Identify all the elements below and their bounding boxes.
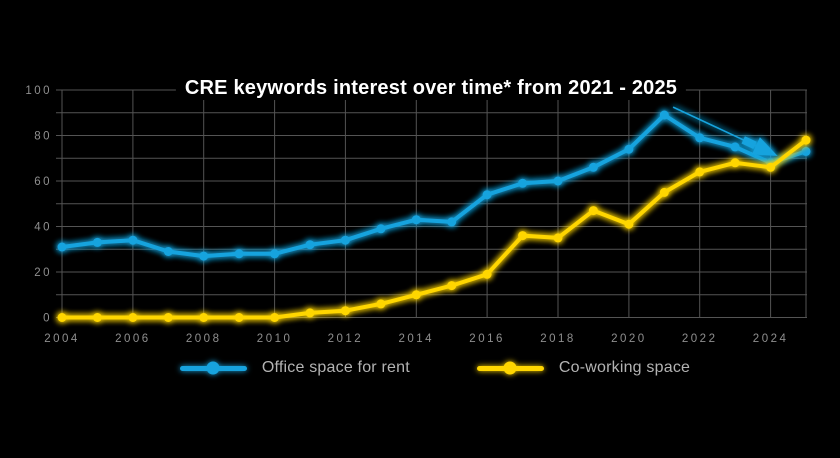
office-space-for-rent-data-point[interactable] [199, 251, 209, 261]
x-tick-label: 2024 [753, 333, 789, 345]
x-tick-label: 2022 [682, 333, 718, 345]
office-space-for-rent-series [57, 110, 811, 261]
co-working-space-data-point[interactable] [57, 313, 67, 322]
office-space-for-rent-data-point[interactable] [163, 247, 173, 256]
co-working-space-data-point[interactable] [801, 135, 811, 145]
office-space-for-rent-data-point[interactable] [695, 133, 705, 143]
office-space-for-rent-data-point[interactable] [411, 215, 421, 225]
x-tick-label: 2018 [540, 333, 576, 345]
co-working-space-data-point[interactable] [766, 162, 776, 172]
y-axis-labels: 0 20 40 60 80 100 [25, 85, 52, 325]
office-space-for-rent-data-point[interactable] [270, 249, 280, 259]
co-working-space-data-point[interactable] [411, 290, 421, 300]
x-tick-label: 2012 [328, 333, 364, 345]
co-working-space-data-point[interactable] [447, 281, 457, 291]
office-space-for-rent-data-point[interactable] [340, 235, 350, 245]
legend-dot-office-space-icon [206, 361, 220, 375]
chart-title: CRE keywords interest over time* from 20… [175, 77, 687, 100]
co-working-space-data-point[interactable] [128, 313, 138, 322]
x-tick-label: 2014 [399, 333, 435, 345]
co-working-space-data-point[interactable] [199, 313, 209, 322]
legend-label-office-space: Office space for rent [261, 359, 410, 376]
co-working-space-data-point[interactable] [163, 313, 173, 322]
office-space-for-rent-data-point[interactable] [518, 178, 528, 188]
co-working-space-data-point[interactable] [659, 187, 669, 197]
office-space-for-rent-data-point[interactable] [801, 146, 811, 156]
office-space-for-rent-data-point[interactable] [624, 144, 634, 154]
y-tick-label: 20 [34, 267, 52, 279]
co-working-space-data-point[interactable] [376, 299, 386, 309]
co-working-space-line [60, 138, 808, 320]
office-space-for-rent-data-point[interactable] [482, 190, 492, 200]
co-working-space-data-point[interactable] [588, 206, 598, 216]
annotation-arrowhead-icon [751, 137, 778, 156]
office-space-for-rent-data-point[interactable] [128, 235, 138, 245]
office-space-for-rent-data-point[interactable] [553, 176, 563, 186]
co-working-space-data-point[interactable] [553, 233, 563, 243]
x-axis-labels: 2004 2006 2008 2010 2012 2014 2016 2018 2020 2022… [44, 333, 789, 345]
x-tick-label: 2008 [186, 333, 222, 345]
x-tick-label: 2020 [611, 333, 647, 345]
office-space-for-rent-data-point[interactable] [659, 110, 669, 120]
y-tick-label: 80 [34, 131, 52, 143]
office-space-for-rent-data-point[interactable] [92, 237, 102, 247]
legend-marker-office-space-icon [179, 361, 247, 375]
annotation-arrow [672, 106, 778, 156]
legend-item-coworking-space[interactable]: Co-working space [476, 359, 691, 377]
annotation-arrow-shaft [741, 136, 757, 150]
office-space-for-rent-data-point[interactable] [305, 240, 315, 250]
co-working-space-data-point[interactable] [518, 231, 528, 241]
x-tick-label: 2006 [115, 333, 151, 345]
office-space-for-rent-data-point[interactable] [730, 142, 740, 152]
co-working-space-data-point[interactable] [482, 269, 492, 279]
x-tick-label: 2010 [257, 333, 293, 345]
y-tick-label: 0 [43, 313, 52, 325]
legend: Office space for rent Co-working space [15, 356, 840, 380]
legend-dot-coworking-space-icon [503, 361, 517, 375]
co-working-space-data-point[interactable] [270, 313, 280, 322]
office-space-for-rent-data-point[interactable] [57, 242, 67, 252]
co-working-space-data-point[interactable] [234, 313, 244, 322]
office-space-for-rent-data-point[interactable] [588, 162, 598, 172]
co-working-space-data-point[interactable] [730, 158, 740, 168]
office-space-for-rent-line [60, 113, 808, 259]
co-working-space-data-point[interactable] [305, 308, 315, 318]
gridlines [56, 89, 807, 318]
y-tick-label: 60 [34, 176, 52, 188]
co-working-space-data-point[interactable] [92, 313, 102, 322]
legend-item-office-space[interactable]: Office space for rent [179, 359, 410, 377]
office-space-for-rent-data-point[interactable] [234, 249, 244, 259]
co-working-space-series [57, 135, 811, 322]
co-working-space-data-point[interactable] [624, 219, 634, 229]
legend-label-coworking-space: Co-working space [558, 359, 691, 376]
co-working-space-data-point[interactable] [340, 306, 350, 316]
office-space-for-rent-data-point[interactable] [447, 217, 457, 227]
legend-marker-coworking-space-icon [476, 361, 544, 375]
x-tick-label: 2004 [44, 333, 80, 345]
y-tick-label: 40 [34, 222, 52, 234]
y-tick-label: 100 [25, 85, 52, 97]
co-working-space-data-point[interactable] [695, 167, 705, 177]
x-tick-label: 2016 [469, 333, 505, 345]
office-space-for-rent-data-point[interactable] [376, 224, 386, 234]
